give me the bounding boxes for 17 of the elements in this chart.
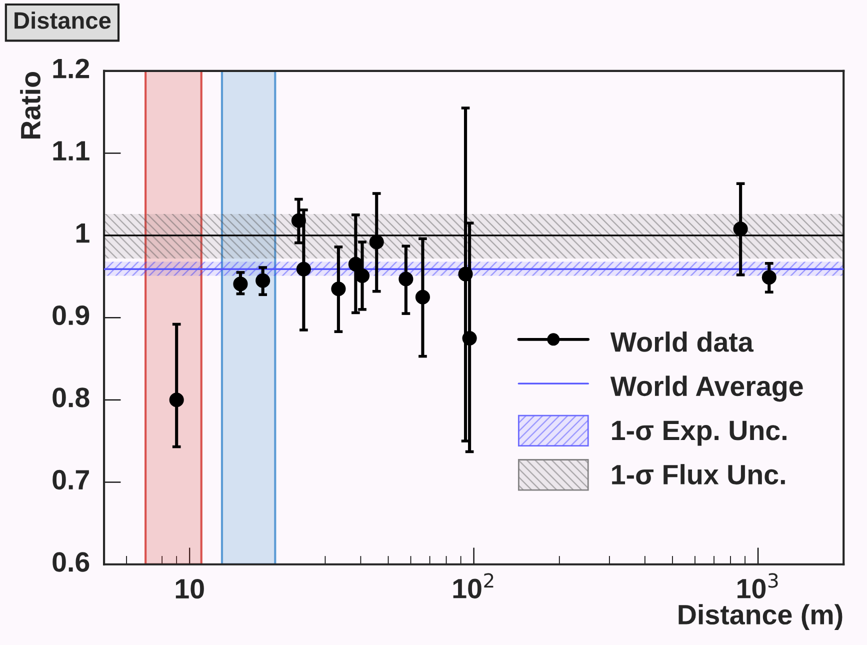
y-tick-label: 0.8 <box>52 388 90 408</box>
x-tick-label: 10 <box>176 578 204 599</box>
x-tick-label: 10$^{2}$ <box>453 573 494 598</box>
y-tick-label: 1.1 <box>53 141 90 160</box>
legend-label: 1-σ Flux Unc. <box>612 464 785 484</box>
legend-label: World Average <box>610 376 803 402</box>
y-tick-label: 0.9 <box>52 305 90 326</box>
legend-label: 1-σ Exp. Unc. <box>612 420 786 446</box>
x-axis-title: Distance (m) <box>678 604 842 630</box>
x-tick-label: 10$^{3}$ <box>738 573 778 598</box>
y-tick-label: 0.7 <box>52 470 89 490</box>
y-axis-title: Ratio <box>20 72 40 139</box>
legend-label: World data <box>610 332 754 352</box>
chart-title: Distance <box>14 12 111 29</box>
y-tick-label: 1.2 <box>53 58 90 78</box>
y-tick-label: 1 <box>76 224 90 243</box>
y-tick-label: 0.6 <box>52 552 90 572</box>
